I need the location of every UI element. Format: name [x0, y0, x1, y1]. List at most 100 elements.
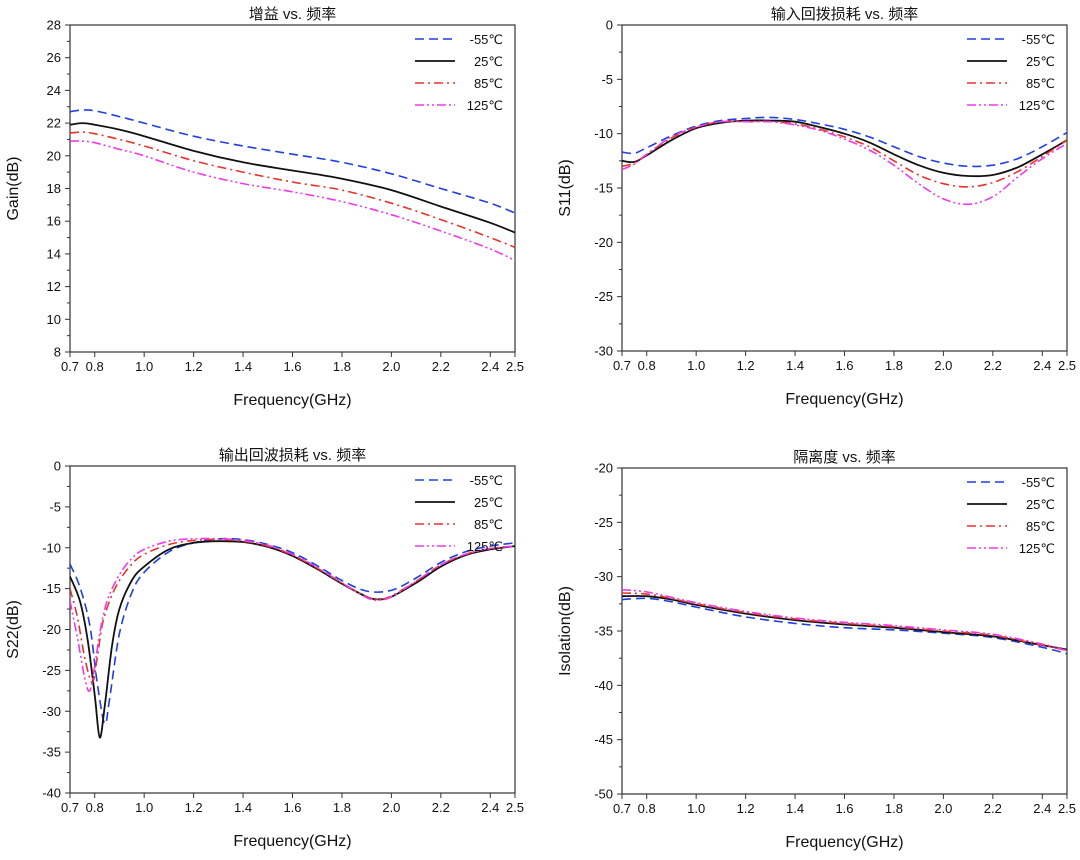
series-line-85 — [70, 131, 515, 249]
chart-title: 增益 vs. 频率 — [249, 6, 337, 23]
legend-label-55: -55℃ — [470, 473, 503, 488]
series-line-85 — [622, 120, 1067, 188]
y-axis-label: Gain(dB) — [5, 156, 22, 220]
chart-title: 输出回波损耗 vs. 频率 — [219, 447, 367, 464]
y-tick-label-30: -30 — [594, 344, 613, 359]
x-tick-label-2-0: 2.0 — [934, 358, 952, 373]
x-tick-label-1-6: 1.6 — [835, 801, 853, 816]
chart-panel-4: 隔离度 vs. 频率 0.7 0.8 1.0 1.2 1.4 1.6 1.8 2.0 2.2 2.4… — [557, 449, 1076, 851]
x-tick-label-0-7: 0.7 — [61, 359, 79, 374]
x-tick-label-2-4: 2.4 — [1033, 801, 1051, 816]
y-tick-label-25: -25 — [42, 663, 61, 678]
x-tick-label-1-4: 1.4 — [234, 359, 252, 374]
y-tick-label-30: -30 — [42, 704, 61, 719]
y-tick-label-20: -20 — [42, 622, 61, 637]
x-tick-label-0-8: 0.8 — [86, 359, 104, 374]
y-axis-label: S22(dB) — [5, 600, 22, 659]
y-tick-label-5: -5 — [601, 72, 613, 87]
series-line-55 — [70, 109, 515, 214]
legend-label-85: 85℃ — [474, 76, 503, 91]
legend-label-85: 85℃ — [474, 517, 503, 532]
x-tick-label-1-6: 1.6 — [283, 359, 301, 374]
y-axis-label: Isolation(dB) — [557, 586, 574, 676]
y-axis-label: S11(dB) — [557, 159, 574, 217]
x-tick-label-2-5: 2.5 — [506, 800, 524, 815]
y-tick-label-10: -10 — [594, 126, 613, 141]
y-tick-label-15: -15 — [42, 581, 61, 596]
chart-title: 输入回拨损耗 vs. 频率 — [771, 6, 919, 23]
x-axis-label: Frequency(GHz) — [785, 834, 903, 851]
x-tick-label-1-6: 1.6 — [283, 800, 301, 815]
plot-area — [69, 24, 516, 353]
x-tick-label-2-0: 2.0 — [382, 359, 400, 374]
x-tick-label-2-0: 2.0 — [382, 800, 400, 815]
y-tick-label-0: 0 — [54, 459, 61, 474]
x-tick-label-1-8: 1.8 — [885, 358, 903, 373]
y-tick-label-18: 18 — [47, 181, 61, 196]
legend-label-25: 25℃ — [474, 495, 503, 510]
series-line-55 — [70, 537, 515, 725]
y-tick-label-40: -40 — [42, 786, 61, 801]
legend-label-85: 85℃ — [1026, 519, 1055, 534]
series-line-55 — [622, 116, 1067, 168]
plot-area — [69, 465, 516, 794]
legend-label-25: 25℃ — [474, 54, 503, 69]
x-tick-label-1-6: 1.6 — [835, 358, 853, 373]
x-tick-label-2-2: 2.2 — [984, 801, 1002, 816]
y-tick-label-40: -40 — [594, 678, 613, 693]
y-tick-label-25: -25 — [594, 289, 613, 304]
y-tick-label-30: -30 — [594, 569, 613, 584]
x-axis-label: Frequency(GHz) — [233, 392, 351, 409]
legend-label-25: 25℃ — [1026, 497, 1055, 512]
y-tick-label-20: -20 — [594, 235, 613, 250]
x-tick-label-1-2: 1.2 — [185, 800, 203, 815]
x-tick-label-1-0: 1.0 — [687, 801, 705, 816]
x-tick-label-0-7: 0.7 — [613, 358, 631, 373]
y-tick-label-15: -15 — [594, 181, 613, 196]
y-tick-label-12: 12 — [47, 279, 61, 294]
x-tick-label-1-0: 1.0 — [135, 359, 153, 374]
legend-label-125: 125℃ — [1019, 541, 1055, 556]
x-tick-label-2-4: 2.4 — [481, 359, 499, 374]
x-tick-label-1-4: 1.4 — [786, 358, 804, 373]
x-tick-label-2-2: 2.2 — [432, 800, 450, 815]
chart-title: 隔离度 vs. 频率 — [793, 449, 896, 466]
x-tick-label-1-4: 1.4 — [234, 800, 252, 815]
series-line-125 — [70, 537, 515, 693]
series-line-25 — [70, 540, 515, 739]
legend-label-55: -55℃ — [1022, 32, 1055, 47]
legend-label-55: -55℃ — [1022, 475, 1055, 490]
chart-panel-2: 输入回拨损耗 vs. 频率 0.7 0.8 1.0 1.2 1.4 1.6 1.8 2.0 2.2… — [557, 6, 1076, 408]
y-tick-label-16: 16 — [47, 214, 61, 229]
y-tick-label-0: 0 — [606, 18, 613, 33]
y-tick-label-10: 10 — [47, 312, 61, 327]
x-tick-label-1-8: 1.8 — [885, 801, 903, 816]
x-tick-label-1-8: 1.8 — [333, 800, 351, 815]
chart-panel-3: 输出回波损耗 vs. 频率 0.7 0.8 1.0 1.2 1.4 1.6 1.8 2.0 2.2… — [5, 447, 524, 850]
x-tick-label-2-2: 2.2 — [432, 359, 450, 374]
x-tick-label-0-8: 0.8 — [638, 801, 656, 816]
y-tick-label-28: 28 — [47, 18, 61, 33]
legend-label-25: 25℃ — [1026, 54, 1055, 69]
legend-label-125: 125℃ — [1019, 98, 1055, 113]
series-line-25 — [622, 595, 1067, 651]
y-tick-label-14: 14 — [47, 246, 61, 261]
series-line-125 — [70, 140, 515, 262]
y-tick-label-24: 24 — [47, 83, 61, 98]
y-tick-label-20: -20 — [594, 461, 613, 476]
series-line-25 — [70, 122, 515, 234]
y-tick-label-35: -35 — [594, 624, 613, 639]
x-tick-label-2-4: 2.4 — [481, 800, 499, 815]
chart-panel-1: 增益 vs. 频率 0.7 0.8 1.0 1.2 1.4 1.6 1.8 2.0 2.2 2.4 2… — [5, 6, 524, 409]
x-tick-label-2-2: 2.2 — [984, 358, 1002, 373]
y-tick-label-8: 8 — [54, 345, 61, 360]
series-line-125 — [622, 120, 1067, 206]
x-tick-label-2-5: 2.5 — [1058, 801, 1076, 816]
series-line-125 — [622, 588, 1067, 652]
legend-label-125: 125℃ — [467, 539, 503, 554]
x-tick-label-0-7: 0.7 — [613, 801, 631, 816]
y-tick-label-50: -50 — [594, 787, 613, 802]
legend-label-125: 125℃ — [467, 98, 503, 113]
